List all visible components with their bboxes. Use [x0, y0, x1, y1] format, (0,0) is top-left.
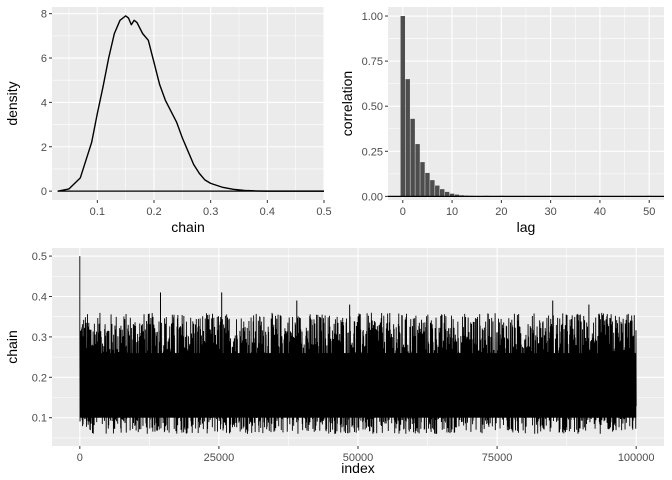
x-tick-label: 0	[77, 452, 83, 464]
y-tick-label: 2	[41, 142, 47, 154]
x-tick-label: 0.2	[146, 206, 161, 218]
y-tick-label: 8	[41, 9, 47, 21]
x-axis-title: chain	[171, 219, 204, 235]
acf-bar	[454, 194, 460, 197]
acf-bar	[400, 16, 406, 197]
y-tick-label: 1.00	[362, 11, 383, 23]
x-tick-label: 0	[400, 206, 406, 218]
y-tick-label: 0.1	[32, 413, 47, 425]
x-axis-title: lag	[517, 219, 536, 235]
y-tick-label: 0.4	[32, 291, 47, 303]
acf-bar	[439, 189, 445, 197]
data-layer	[79, 256, 637, 434]
y-tick-label: 6	[41, 53, 47, 65]
acf-bar	[449, 193, 455, 197]
y-axis-title: correlation	[339, 71, 355, 136]
data-layer	[388, 16, 664, 197]
acf-bar	[435, 185, 440, 197]
trace-core-band	[79, 353, 637, 418]
x-tick-label: 0.1	[90, 206, 105, 218]
x-tick-label: 50	[643, 206, 655, 218]
y-tick-label: 0.5	[32, 251, 47, 263]
acf-bar	[430, 180, 435, 197]
panel-density: 0.1 0.2 0.3 0.4 0.5 0 2 4 6 8 chain density	[4, 7, 332, 235]
y-axis-title: density	[4, 81, 20, 125]
x-tick-label: 10	[446, 206, 458, 218]
y-tick-label: 0.2	[32, 372, 47, 384]
x-tick-label: 25000	[204, 452, 235, 464]
x-tick-label: 75000	[482, 452, 513, 464]
x-tick-label: 0.3	[203, 206, 218, 218]
x-tick-label: 50000	[343, 452, 374, 464]
x-tick-label: 40	[594, 206, 606, 218]
acf-bar	[444, 191, 450, 197]
acf-bar	[415, 144, 420, 197]
x-tick-label: 0.4	[260, 206, 275, 218]
x-tick-label: 0.5	[316, 206, 331, 218]
y-tick-label: 0.75	[362, 56, 383, 68]
y-tick-label: 4	[41, 97, 47, 109]
acf-bar	[410, 118, 415, 197]
y-tick-label: 0.3	[32, 332, 47, 344]
panel-autocorrelation: 0 10 20 30 40 50 0.00 0.25 0.50 0.75 1.00 lag correl…	[339, 7, 664, 235]
acf-bar	[420, 162, 425, 197]
x-axis-title: index	[341, 460, 374, 476]
y-tick-label: 0.25	[362, 146, 383, 158]
y-tick-label: 0.00	[362, 191, 383, 203]
density-curve	[57, 15, 324, 192]
panel-trace: 0 25000 50000 75000 100000 0.1 0.2 0.3 0.4 0.5 ind…	[4, 248, 664, 476]
x-tick-label: 100000	[618, 452, 655, 464]
y-tick-label: 0.50	[362, 101, 383, 113]
data-layer	[57, 15, 324, 192]
y-axis-title: chain	[4, 330, 20, 363]
y-tick-label: 0	[41, 186, 47, 198]
x-tick-label: 20	[495, 206, 507, 218]
acf-bar	[405, 79, 410, 197]
acf-bar	[425, 172, 430, 197]
x-tick-label: 30	[545, 206, 557, 218]
